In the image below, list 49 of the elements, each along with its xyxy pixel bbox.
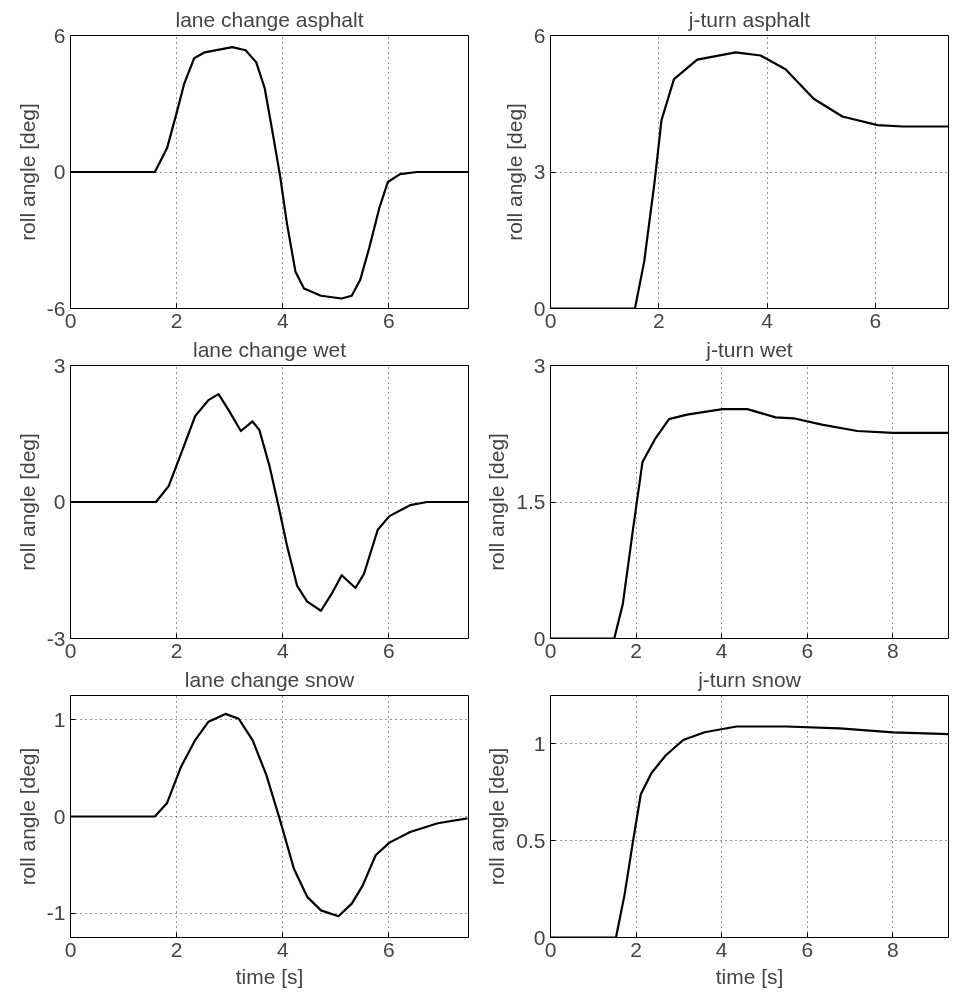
y-tick-label: 6 (533, 23, 546, 47)
y-tick-label: 0 (53, 804, 66, 828)
x-tick-label: 4 (715, 638, 728, 662)
chart-title: lane change wet (193, 337, 347, 361)
y-axis-title: roll angle [deg] (15, 747, 39, 886)
x-tick-label: 2 (630, 937, 642, 961)
x-tick-label: 2 (652, 308, 665, 332)
y-tick-label: 1 (533, 731, 546, 755)
x-tick-label: 4 (715, 937, 728, 961)
y-tick-label: 1 (53, 707, 66, 731)
x-tick-label: 6 (383, 937, 395, 961)
chart-title: lane change snow (184, 667, 355, 691)
y-axis-title: roll angle [deg] (15, 103, 39, 241)
chart-title: lane change asphalt (175, 7, 364, 31)
y-axis-title: roll angle [deg] (15, 433, 39, 571)
y-tick-label: 3 (533, 353, 546, 377)
y-tick-label: 0.5 (516, 828, 546, 852)
y-tick-label: 1.5 (516, 490, 546, 513)
chart-title: j-turn snow (697, 667, 802, 691)
x-tick-label: 2 (170, 638, 183, 662)
x-tick-label: 6 (383, 638, 395, 662)
y-tick-label: -6 (46, 296, 66, 320)
x-tick-label: 6 (801, 638, 814, 662)
x-tick-label: 8 (887, 638, 899, 662)
x-tick-label: 4 (276, 638, 289, 662)
x-tick-label: 6 (801, 937, 814, 961)
x-tick-label: 4 (761, 308, 774, 332)
x-tick-label: 2 (170, 308, 183, 332)
x-tick-label: 2 (170, 937, 183, 961)
y-tick-label: -1 (46, 901, 66, 925)
x-tick-label: 8 (887, 937, 899, 961)
x-tick-label: 4 (276, 937, 289, 961)
y-axis-title: roll angle [deg] (485, 747, 509, 886)
chart-title: j-turn wet (705, 337, 793, 361)
y-tick-label: 3 (533, 160, 546, 183)
y-tick-label: 0 (53, 160, 66, 183)
x-tick-label: 4 (276, 308, 289, 332)
x-tick-label: 2 (630, 638, 642, 662)
y-axis-title: roll angle [deg] (485, 433, 509, 571)
x-tick-label: 6 (869, 308, 882, 332)
chart-title: j-turn asphalt (687, 7, 811, 31)
y-axis-title: roll angle [deg] (502, 103, 526, 241)
y-tick-label: -3 (46, 626, 66, 650)
x-axis-title: time [s] (235, 964, 304, 988)
x-tick-label: 6 (383, 308, 395, 332)
y-tick-label: 3 (53, 353, 66, 377)
x-axis-title: time [s] (715, 964, 784, 988)
y-tick-label: 6 (53, 23, 66, 47)
y-tick-label: 0 (53, 490, 66, 513)
